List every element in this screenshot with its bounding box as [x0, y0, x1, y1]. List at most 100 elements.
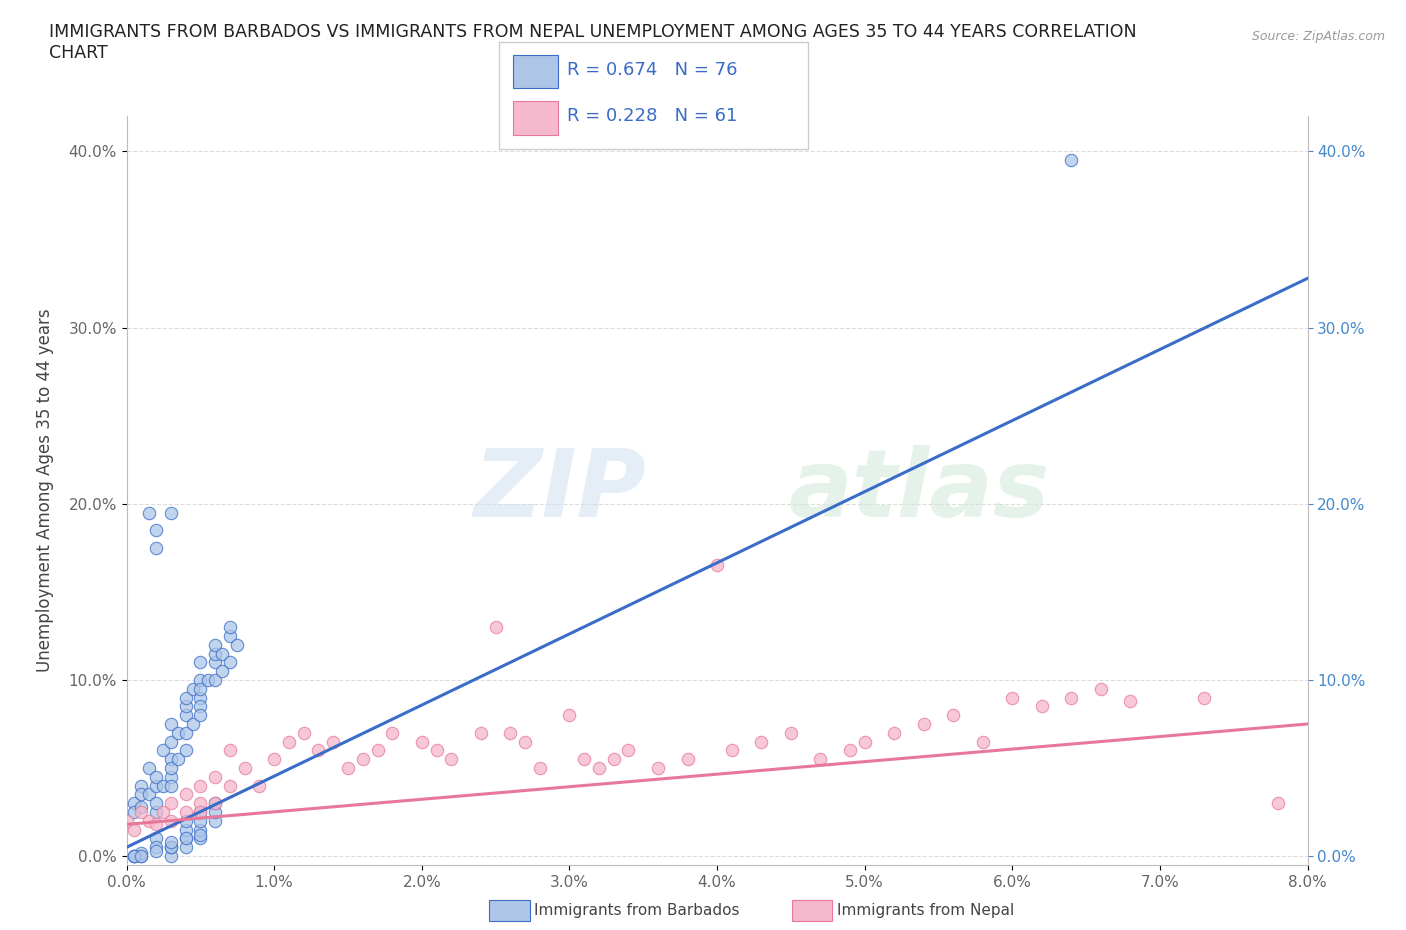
Point	[188, 690, 212, 705]
Point	[1031, 699, 1053, 714]
Point	[122, 849, 145, 864]
Point	[152, 743, 174, 758]
Point	[219, 743, 242, 758]
Point	[972, 734, 994, 749]
Point	[115, 814, 138, 829]
Point	[174, 743, 197, 758]
Point	[226, 637, 249, 652]
Point	[307, 743, 329, 758]
Point	[145, 831, 167, 846]
Text: R = 0.228   N = 61: R = 0.228 N = 61	[567, 107, 737, 126]
Point	[145, 540, 167, 555]
Point	[188, 699, 212, 714]
Point	[152, 778, 174, 793]
Point	[188, 828, 212, 843]
Point	[129, 849, 153, 864]
Point	[352, 751, 374, 766]
Point	[160, 840, 183, 855]
Point	[617, 743, 640, 758]
Point	[529, 761, 551, 776]
Point	[174, 725, 197, 740]
Point	[1119, 694, 1142, 709]
Point	[381, 725, 404, 740]
Point	[188, 655, 212, 670]
Point	[883, 725, 905, 740]
Point	[1060, 690, 1083, 705]
Point	[145, 796, 167, 811]
Point	[676, 751, 699, 766]
Point	[145, 778, 167, 793]
Point	[188, 796, 212, 811]
Point	[1192, 690, 1215, 705]
Point	[160, 796, 183, 811]
Point	[367, 743, 389, 758]
Text: R = 0.674   N = 76: R = 0.674 N = 76	[567, 60, 737, 79]
Point	[204, 804, 226, 819]
Point	[188, 708, 212, 723]
Point	[233, 761, 256, 776]
Point	[160, 849, 183, 864]
Point	[188, 814, 212, 829]
Point	[779, 725, 801, 740]
Point	[145, 840, 167, 855]
Point	[188, 831, 212, 846]
Point	[839, 743, 862, 758]
Point	[160, 734, 183, 749]
Point	[129, 845, 153, 860]
Point	[188, 822, 212, 837]
Point	[219, 778, 242, 793]
Point	[174, 840, 197, 855]
Point	[188, 778, 212, 793]
Point	[122, 804, 145, 819]
Point	[122, 849, 145, 864]
Point	[204, 646, 226, 661]
Point	[204, 796, 226, 811]
Point	[138, 814, 160, 829]
Point	[129, 799, 153, 814]
Point	[204, 655, 226, 670]
Point	[322, 734, 344, 749]
Point	[174, 814, 197, 829]
Point	[188, 804, 212, 819]
Point	[174, 787, 197, 802]
Point	[138, 787, 160, 802]
Point	[574, 751, 596, 766]
Point	[603, 751, 626, 766]
Point	[204, 672, 226, 687]
Text: atlas: atlas	[787, 445, 1049, 537]
Point	[129, 778, 153, 793]
Point	[160, 814, 183, 829]
Point	[122, 796, 145, 811]
Point	[721, 743, 744, 758]
Text: Immigrants from Barbados: Immigrants from Barbados	[534, 903, 740, 918]
Point	[188, 682, 212, 697]
Text: Immigrants from Nepal: Immigrants from Nepal	[837, 903, 1014, 918]
Point	[122, 849, 145, 864]
Point	[647, 761, 669, 776]
Point	[751, 734, 773, 749]
Point	[440, 751, 463, 766]
Point	[204, 796, 226, 811]
Point	[278, 734, 301, 749]
Point	[1267, 796, 1289, 811]
Point	[706, 558, 728, 573]
Point	[174, 831, 197, 846]
Point	[204, 769, 226, 784]
Point	[174, 804, 197, 819]
Point	[1001, 690, 1024, 705]
Point	[160, 769, 183, 784]
Point	[167, 751, 190, 766]
Point	[145, 844, 167, 858]
Point	[188, 804, 212, 819]
Point	[160, 834, 183, 849]
Point	[138, 761, 160, 776]
Point	[912, 716, 935, 731]
Point	[292, 725, 315, 740]
Point	[160, 751, 183, 766]
Point	[558, 708, 581, 723]
Text: ZIP: ZIP	[474, 445, 647, 537]
Point	[160, 761, 183, 776]
Point	[181, 716, 204, 731]
Point	[515, 734, 537, 749]
Point	[211, 664, 233, 679]
